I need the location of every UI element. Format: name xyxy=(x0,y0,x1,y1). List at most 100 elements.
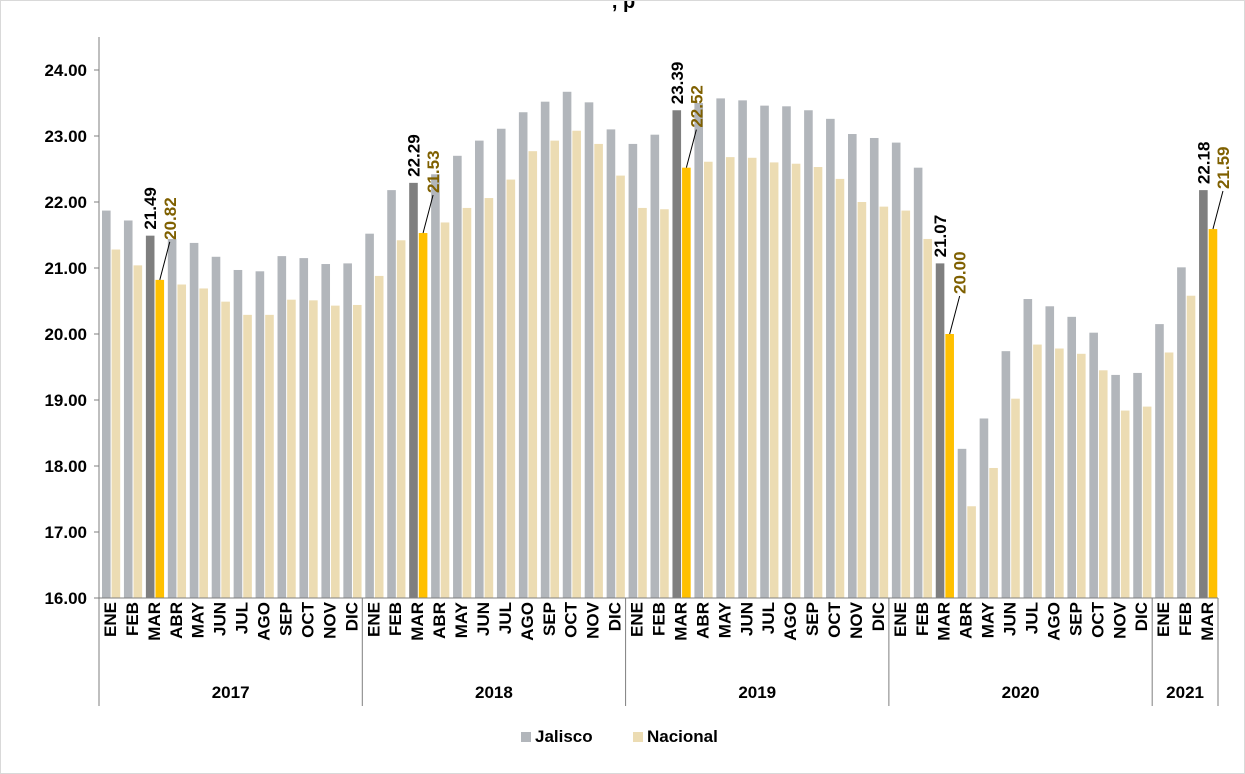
x-tick-label: FEB xyxy=(123,602,142,636)
bar-jalisco xyxy=(540,101,550,599)
x-tick-label: JUN xyxy=(211,602,230,636)
bar-jalisco xyxy=(562,91,572,598)
chart-title: , p xyxy=(611,0,636,13)
bar-nacional xyxy=(418,233,428,598)
bar-nacional xyxy=(1208,229,1218,598)
x-tick-label: AGO xyxy=(518,602,537,641)
bar-nacional xyxy=(813,167,823,598)
x-tick-label: OCT xyxy=(562,601,581,638)
bar-nacional xyxy=(945,334,954,598)
bar-jalisco xyxy=(1045,306,1055,598)
x-tick-label: ENE xyxy=(101,602,120,637)
bar-jalisco xyxy=(957,448,967,598)
y-tick-label: 24.00 xyxy=(44,61,87,80)
x-tick-label: MAR xyxy=(408,602,427,641)
bar-jalisco xyxy=(1001,351,1011,598)
bar-jalisco xyxy=(913,167,923,598)
bar-nacional xyxy=(616,175,625,598)
bar-jalisco xyxy=(453,155,462,599)
data-label-nacional: 21.53 xyxy=(424,150,443,193)
year-label: 2019 xyxy=(738,683,776,702)
bar-jalisco xyxy=(804,110,813,598)
x-tick-label: MAR xyxy=(671,602,690,641)
bar-jalisco xyxy=(979,418,989,598)
bar-nacional xyxy=(835,178,845,598)
x-tick-label: NOV xyxy=(320,601,339,639)
data-label-nacional: 22.52 xyxy=(687,85,706,128)
x-tick-label: ABR xyxy=(957,602,976,639)
bar-jalisco xyxy=(606,129,616,598)
x-tick-label: ENE xyxy=(364,602,383,637)
x-tick-label: JUL xyxy=(496,602,515,634)
bar-nacional xyxy=(550,140,560,598)
bar-jalisco xyxy=(891,142,901,598)
bar-jalisco xyxy=(738,100,747,599)
y-tick-label: 19.00 xyxy=(44,391,87,410)
x-tick-label: AGO xyxy=(1044,602,1063,641)
bar-jalisco xyxy=(365,233,374,598)
bar-jalisco xyxy=(343,263,352,598)
x-tick-label: SEP xyxy=(803,602,822,636)
bar-nacional xyxy=(440,222,450,598)
bar-nacional xyxy=(484,198,494,599)
x-tick-label: JUL xyxy=(1023,602,1042,634)
bar-jalisco xyxy=(1199,190,1208,598)
y-tick-label: 21.00 xyxy=(44,259,87,278)
legend-label-nacional: Nacional xyxy=(647,727,718,746)
bar-jalisco xyxy=(496,128,506,598)
bar-nacional xyxy=(309,300,318,598)
x-tick-label: JUL xyxy=(233,602,252,634)
bar-jalisco xyxy=(848,134,857,598)
data-label-jalisco: 23.39 xyxy=(668,62,687,105)
x-tick-label: ENE xyxy=(1154,602,1173,637)
bar-jalisco xyxy=(826,118,835,598)
bar-nacional xyxy=(901,210,911,598)
bar-jalisco xyxy=(518,112,528,599)
bar-nacional xyxy=(1055,348,1064,598)
bar-nacional xyxy=(725,157,735,598)
x-tick-label: DIC xyxy=(1132,602,1151,631)
x-tick-label: JUN xyxy=(1001,602,1020,636)
x-tick-label: MAR xyxy=(935,602,954,641)
bar-nacional xyxy=(1011,398,1020,598)
x-tick-label: JUL xyxy=(759,602,778,634)
bar-nacional xyxy=(199,288,208,598)
bar-jalisco xyxy=(409,182,418,599)
bar-jalisco xyxy=(189,242,199,599)
y-tick-label: 16.00 xyxy=(44,589,87,608)
x-tick-label: AGO xyxy=(781,602,800,641)
y-tick-label: 22.00 xyxy=(44,193,87,212)
x-tick-label: JUN xyxy=(474,602,493,636)
year-label: 2018 xyxy=(475,683,513,702)
data-label-jalisco: 21.49 xyxy=(141,187,160,230)
x-tick-label: SEP xyxy=(277,602,296,636)
bar-jalisco xyxy=(102,210,111,598)
bar-nacional xyxy=(769,162,779,598)
bar-nacional xyxy=(396,240,406,598)
bar-nacional xyxy=(704,161,713,599)
bar-nacional xyxy=(528,151,538,598)
bar-jalisco xyxy=(1023,299,1033,598)
bar-nacional xyxy=(857,202,867,598)
x-tick-label: DIC xyxy=(342,602,361,631)
bar-nacional xyxy=(791,163,801,598)
bar-jalisco xyxy=(782,106,791,599)
bar-jalisco xyxy=(672,110,682,598)
x-tick-label: NOV xyxy=(1110,601,1129,639)
legend-swatch-nacional xyxy=(633,732,643,742)
x-tick-label: NOV xyxy=(584,601,603,639)
bar-nacional xyxy=(331,305,340,598)
bar-jalisco xyxy=(1067,316,1077,598)
x-tick-label: ENE xyxy=(628,602,647,637)
bar-jalisco xyxy=(869,137,879,599)
bar-nacional xyxy=(352,304,362,598)
x-tick-label: NOV xyxy=(847,601,866,639)
bar-nacional xyxy=(572,130,581,598)
x-tick-label: ABR xyxy=(167,602,186,639)
bar-nacional xyxy=(1142,406,1152,598)
x-tick-label: MAY xyxy=(715,601,734,638)
x-tick-label: OCT xyxy=(825,601,844,638)
bar-nacional xyxy=(243,314,252,598)
